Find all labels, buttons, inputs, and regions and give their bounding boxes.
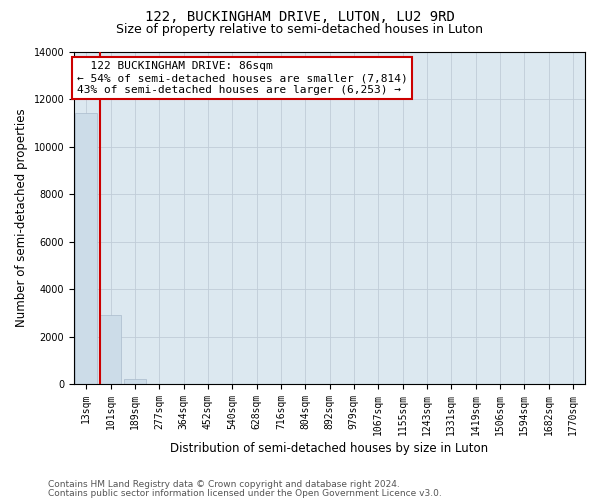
Text: Size of property relative to semi-detached houses in Luton: Size of property relative to semi-detach… <box>116 22 484 36</box>
Bar <box>100 316 121 384</box>
Bar <box>124 380 146 384</box>
Bar <box>75 114 97 384</box>
X-axis label: Distribution of semi-detached houses by size in Luton: Distribution of semi-detached houses by … <box>170 442 488 455</box>
Text: Contains public sector information licensed under the Open Government Licence v3: Contains public sector information licen… <box>48 488 442 498</box>
Text: 122 BUCKINGHAM DRIVE: 86sqm  
← 54% of semi-detached houses are smaller (7,814)
: 122 BUCKINGHAM DRIVE: 86sqm ← 54% of sem… <box>77 62 407 94</box>
Y-axis label: Number of semi-detached properties: Number of semi-detached properties <box>15 108 28 327</box>
Text: Contains HM Land Registry data © Crown copyright and database right 2024.: Contains HM Land Registry data © Crown c… <box>48 480 400 489</box>
Text: 122, BUCKINGHAM DRIVE, LUTON, LU2 9RD: 122, BUCKINGHAM DRIVE, LUTON, LU2 9RD <box>145 10 455 24</box>
